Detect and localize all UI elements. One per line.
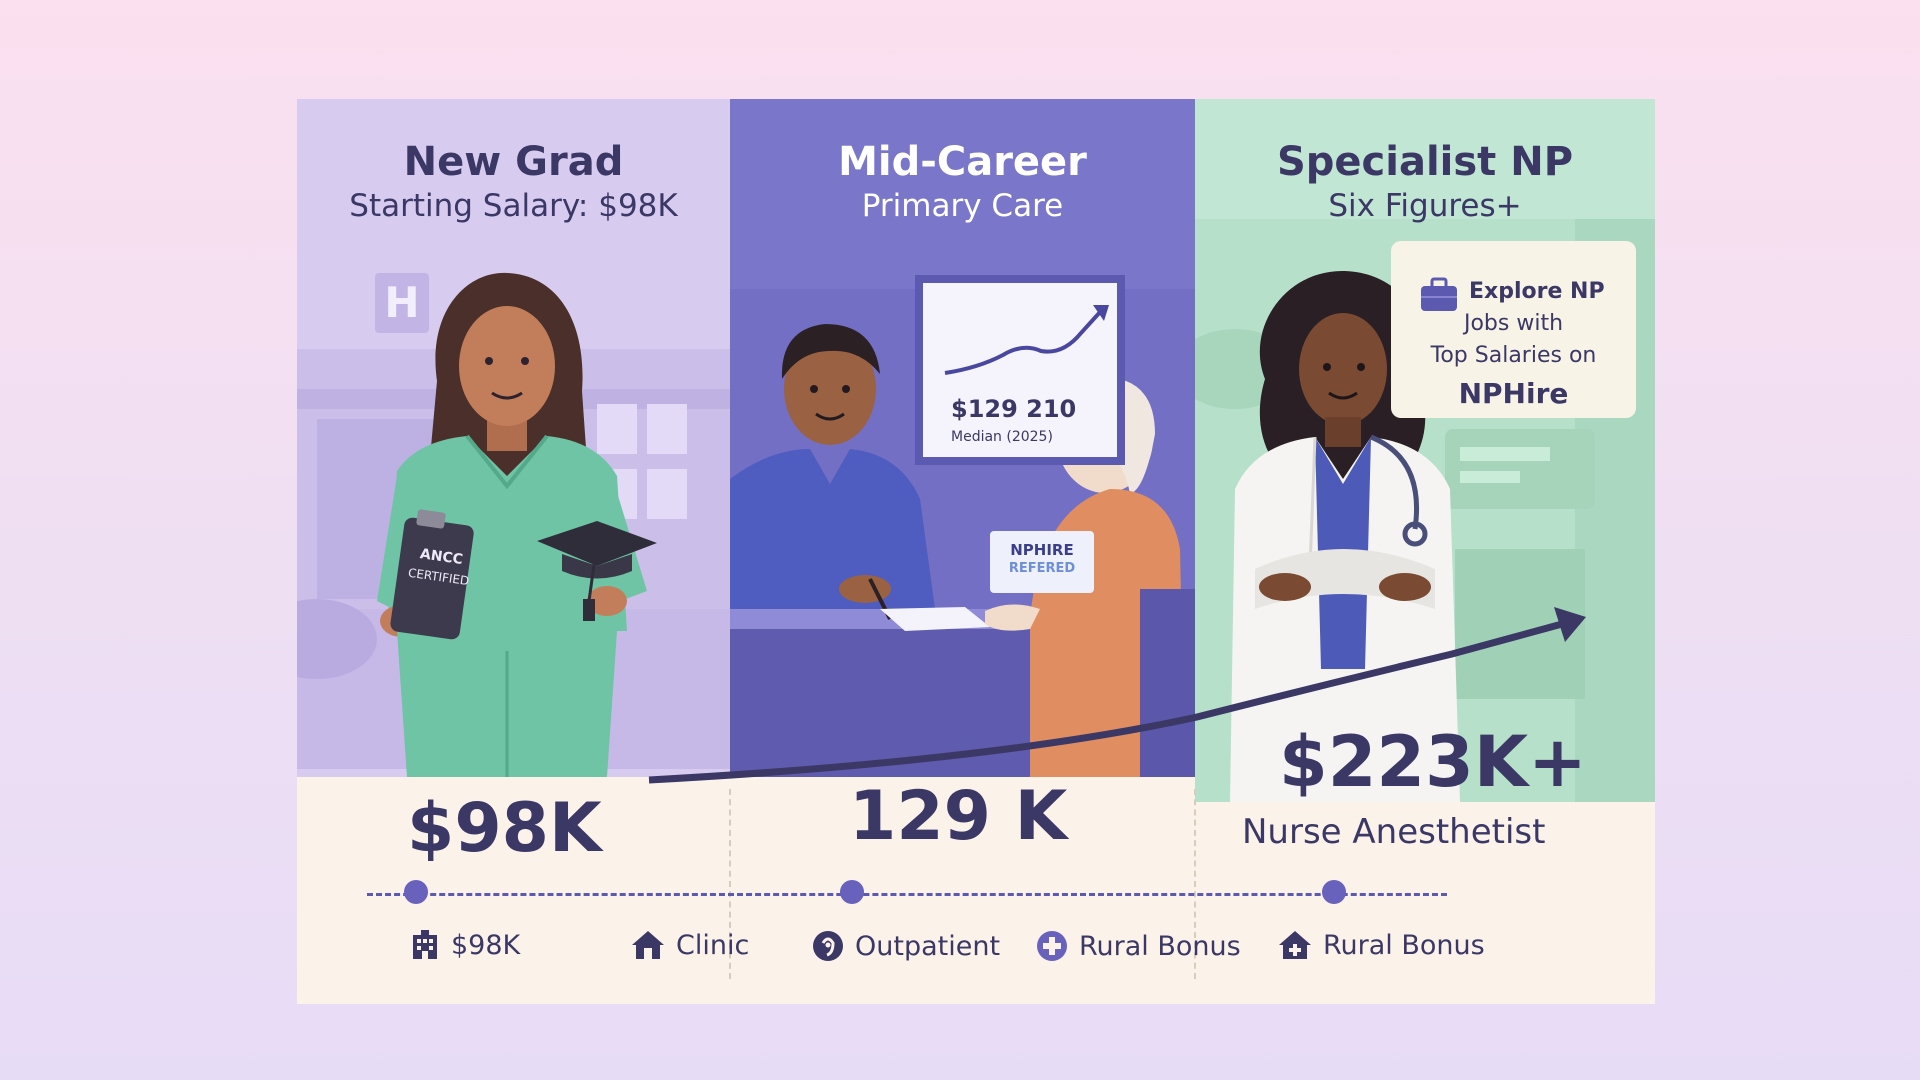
panel-mid-career: $129 210 Median (2025) NPHIRE REFERED Mi… [730,99,1195,777]
new-grad-amount: $98K [407,789,602,868]
promo-line-1: Explore NP [1469,279,1605,304]
legend-label-rural-bonus-2: Rural Bonus [1323,929,1485,961]
panel-subtitle-new-grad: Starting Salary: $98K [349,188,678,224]
promo-line-2: Jobs with [1463,311,1564,336]
specialist-np-illustration [1230,270,1460,802]
panel-specialist-np: Explore NP Jobs with Top Salaries on NPH… [1195,99,1655,802]
promo-brand-name: NPHire [1458,377,1569,410]
nphire-referred-badge: NPHIRE REFERED [990,531,1094,593]
house-icon [632,931,664,959]
building-icon [413,930,437,959]
timeline-dot-specialist [1322,880,1346,904]
salary-growth-arrow [648,607,1586,784]
panel-title-mid-career: Mid-Career [838,139,1087,185]
legend-item-clinic: Clinic [630,929,749,961]
panel-new-grad: H [297,99,730,777]
panel-subtitle-specialist-np: Six Figures+ [1328,188,1522,224]
primary-care-scene-illustration [730,289,1195,777]
legend-label-building: $98K [451,929,521,961]
outpatient-icon [813,931,843,961]
specialist-role-label: Nurse Anesthetist [1242,812,1546,852]
timeline-dot-mid-career [840,880,864,904]
legend-label-rural-bonus-1: Rural Bonus [1079,930,1241,962]
career-timeline [367,893,1447,896]
mid-career-amount: 129 K [849,777,1068,856]
legend-label-outpatient: Outpatient [855,930,1001,962]
legend-item-rural-bonus-1: Rural Bonus [1035,929,1241,963]
salary-growth-line [944,305,1109,375]
briefcase-icon [1421,277,1457,311]
legend-item-outpatient: Outpatient [811,929,1000,963]
column-divider-1 [729,789,731,979]
panel-title-new-grad: New Grad [403,139,624,185]
panel-subtitle-mid-career: Primary Care [861,188,1064,224]
column-divider-2 [1194,789,1196,979]
hospital-sign: H [375,273,429,333]
timeline-dot-new-grad [404,880,428,904]
chart-value-label: $129 210 [951,395,1077,423]
badge-line-2: REFERED [1008,561,1076,576]
house-cross-icon [1279,931,1311,959]
medical-cross-icon [1037,931,1067,961]
new-grad-nurse-illustration [377,272,657,777]
legend-item-rural-bonus-2: Rural Bonus [1277,929,1485,961]
infographic-card: H [297,99,1655,1004]
chart-caption-label: Median (2025) [951,429,1053,445]
salary-chart-board: $129 210 Median (2025) [915,275,1125,465]
panel-title-specialist-np: Specialist NP [1276,139,1574,185]
legend-item-building: $98K [409,929,520,961]
nphire-promo-card[interactable]: Explore NP Jobs with Top Salaries on NPH… [1391,241,1636,418]
badge-line-1: NPHIRE [1010,541,1074,559]
promo-line-3: Top Salaries on [1430,343,1597,368]
legend-label-clinic: Clinic [676,929,750,961]
specialist-amount: $223K+ [1279,721,1587,803]
